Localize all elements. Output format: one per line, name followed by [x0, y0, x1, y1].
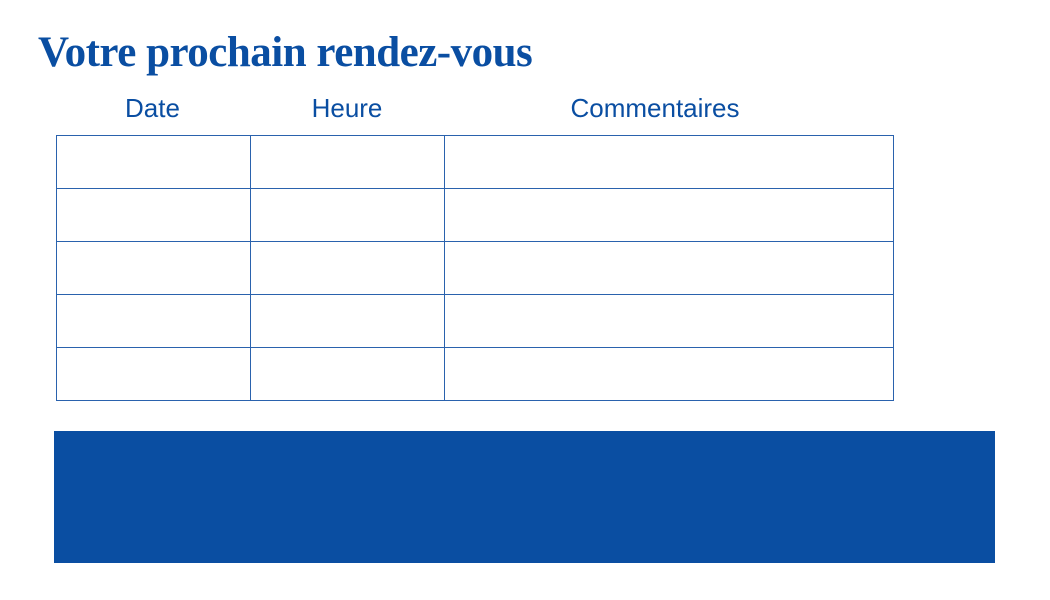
- appointment-table: [56, 135, 894, 401]
- cell-commentaires[interactable]: [444, 347, 894, 401]
- cell-heure[interactable]: [250, 347, 445, 401]
- cell-heure[interactable]: [250, 241, 445, 295]
- cell-date[interactable]: [56, 294, 251, 348]
- cell-heure[interactable]: [250, 135, 445, 189]
- cell-date[interactable]: [56, 347, 251, 401]
- cell-commentaires[interactable]: [444, 241, 894, 295]
- table-row: [56, 241, 894, 295]
- column-header-heure: Heure: [311, 93, 383, 123]
- table-row: [56, 294, 894, 348]
- cell-commentaires[interactable]: [444, 294, 894, 348]
- cell-heure[interactable]: [250, 188, 445, 242]
- cell-commentaires[interactable]: [444, 188, 894, 242]
- column-header-commentaires: Commentaires: [570, 93, 740, 123]
- cell-date[interactable]: [56, 135, 251, 189]
- cell-date[interactable]: [56, 241, 251, 295]
- table-row: [56, 135, 894, 189]
- footer-band: [54, 431, 995, 563]
- cell-commentaires[interactable]: [444, 135, 894, 189]
- cell-heure[interactable]: [250, 294, 445, 348]
- column-header-date: Date: [125, 93, 180, 123]
- cell-date[interactable]: [56, 188, 251, 242]
- page-title: Votre prochain rendez-vous: [38, 29, 533, 76]
- table-row: [56, 347, 894, 401]
- table-row: [56, 188, 894, 242]
